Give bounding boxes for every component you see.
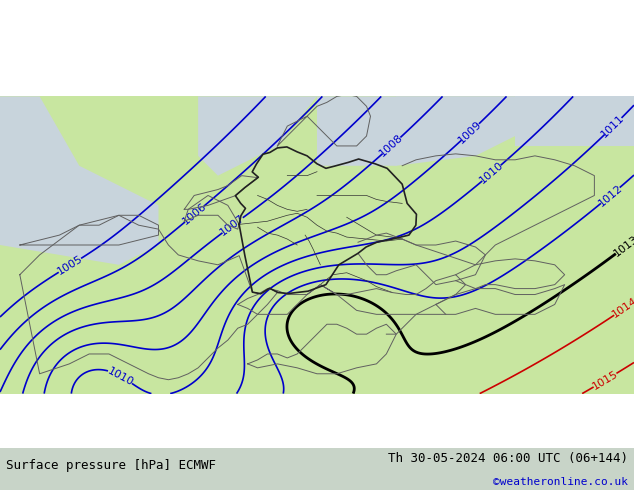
Polygon shape: [356, 97, 634, 166]
Text: 1014: 1014: [611, 296, 634, 320]
Text: Th 30-05-2024 06:00 UTC (06+144): Th 30-05-2024 06:00 UTC (06+144): [387, 452, 628, 466]
Polygon shape: [515, 97, 634, 146]
Text: Surface pressure [hPa] ECMWF: Surface pressure [hPa] ECMWF: [6, 459, 216, 471]
Text: 1015: 1015: [590, 368, 619, 392]
Text: 1009: 1009: [456, 119, 484, 145]
Text: 1012: 1012: [597, 183, 624, 208]
Text: 1007: 1007: [218, 213, 247, 238]
Text: 1005: 1005: [55, 254, 84, 277]
Polygon shape: [198, 97, 317, 175]
Text: 1010: 1010: [107, 366, 136, 388]
Text: 1006: 1006: [181, 201, 209, 227]
Text: 1013: 1013: [612, 234, 634, 259]
Text: ©weatheronline.co.uk: ©weatheronline.co.uk: [493, 477, 628, 487]
Polygon shape: [0, 97, 158, 265]
Polygon shape: [317, 97, 515, 166]
Text: 1008: 1008: [378, 132, 405, 159]
Text: 1010: 1010: [477, 160, 505, 186]
Text: 1011: 1011: [600, 113, 626, 140]
